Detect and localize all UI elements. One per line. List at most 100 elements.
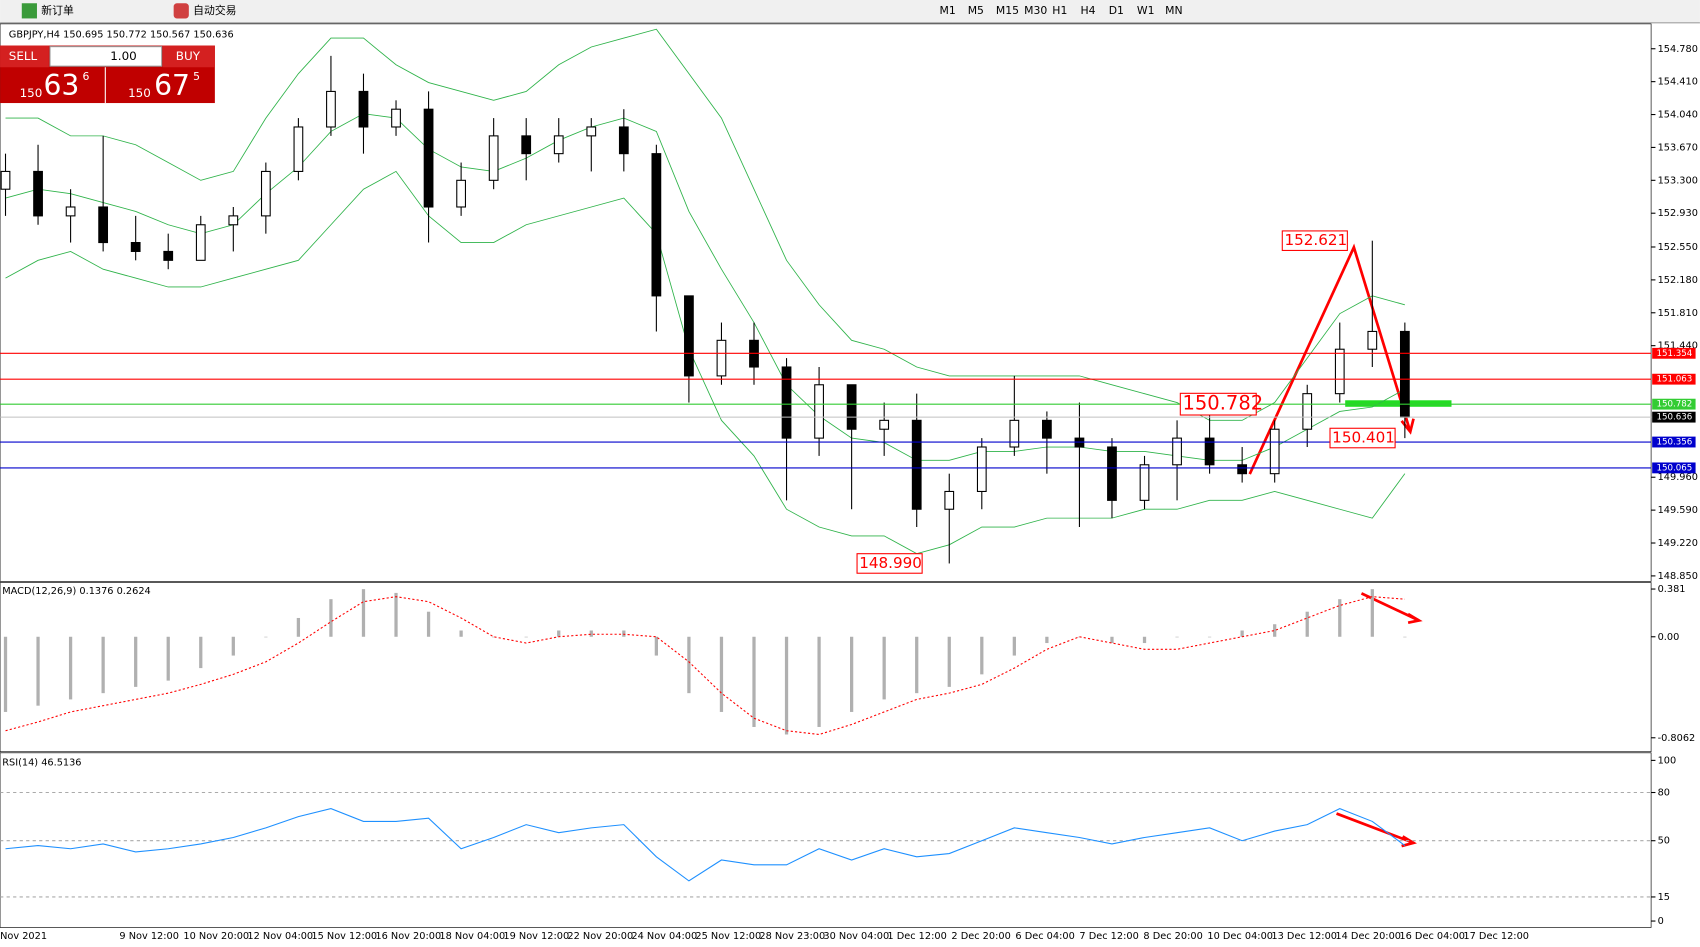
timeframe[interactable]: M30 xyxy=(1024,4,1047,17)
sell[interactable]: SELL xyxy=(9,49,38,63)
time-label: 9 Nov 12:00 xyxy=(119,931,179,942)
candle-body xyxy=(846,384,857,430)
timeframe[interactable]: M15 xyxy=(996,4,1019,17)
auto-trade[interactable]: 自动交易 xyxy=(193,3,236,17)
timeframe[interactable]: H1 xyxy=(1052,4,1067,17)
rsi-arrow-head xyxy=(1401,835,1417,848)
auto-trade-icon[interactable] xyxy=(173,3,189,19)
y-tick-label: 152.550 xyxy=(1658,242,1698,253)
rsi-line xyxy=(5,807,1406,882)
new-order[interactable]: 新订单 xyxy=(41,3,74,17)
candle-body xyxy=(195,224,206,261)
time-label: 7 Dec 12:00 xyxy=(1079,931,1138,942)
candle-body xyxy=(423,108,434,208)
sell-main: 63 xyxy=(43,69,79,102)
toolbar xyxy=(0,0,1700,23)
macd-bar xyxy=(264,636,268,638)
timeframe[interactable]: W1 xyxy=(1137,4,1155,17)
candle-body xyxy=(358,90,369,128)
price-annotation: 150.401 xyxy=(1332,429,1395,447)
chart-info: GBPJPY,H4 150.695 150.772 150.567 150.63… xyxy=(9,30,234,41)
candle-body xyxy=(618,126,629,155)
buy-button[interactable] xyxy=(162,45,215,68)
time-label: 28 Nov 23:00 xyxy=(759,931,825,942)
candle-body xyxy=(879,419,890,430)
level-price: 150.636 xyxy=(1657,413,1693,423)
candle-body xyxy=(65,206,76,217)
y-tick-label: 153.300 xyxy=(1658,175,1698,186)
macd-bar xyxy=(752,636,756,727)
time-label: 18 Nov 04:00 xyxy=(439,931,505,942)
time-label: 1 Dec 12:00 xyxy=(887,931,946,942)
candle-body xyxy=(521,135,532,155)
macd-bar xyxy=(719,636,724,712)
price-box xyxy=(856,553,923,574)
buy[interactable]: BUY xyxy=(176,49,201,63)
macd-bar xyxy=(231,636,235,656)
macd-bar xyxy=(459,630,463,637)
candle-body xyxy=(651,153,662,297)
macd-bar xyxy=(296,617,301,637)
candle-body xyxy=(553,135,564,155)
time-label: 12 Nov 04:00 xyxy=(247,931,313,942)
new-order-icon[interactable] xyxy=(21,3,37,19)
timeframes: M1 M5 M15 M30 H1 H4 D1 W1 MN xyxy=(939,4,1182,17)
time-label: 17 Dec 12:00 xyxy=(1463,931,1529,942)
price-annotation: 152.621 xyxy=(1284,231,1347,249)
y-tick-label: 149.960 xyxy=(1658,472,1698,483)
macd-bar xyxy=(622,630,626,637)
candle-body xyxy=(944,490,955,510)
macd-bar xyxy=(1045,636,1049,644)
buy-big: 150 xyxy=(128,86,151,100)
time-label: 15 Nov 12:00 xyxy=(311,931,377,942)
macd-bar xyxy=(1175,636,1179,638)
time-label: 24 Nov 04:00 xyxy=(631,931,697,942)
macd-bar xyxy=(1338,599,1342,637)
time-label: 25 Nov 12:00 xyxy=(695,931,761,942)
candle-body xyxy=(716,339,727,377)
level-tag xyxy=(1652,398,1696,410)
timeframe[interactable]: D1 xyxy=(1109,4,1124,17)
macd-bar xyxy=(557,630,561,637)
candle-body xyxy=(1237,464,1248,475)
macd-bar xyxy=(980,636,984,675)
macd-bar xyxy=(1305,611,1309,637)
level-price: 150.782 xyxy=(1657,400,1693,410)
timeframe[interactable]: H4 xyxy=(1081,4,1096,17)
main-panel xyxy=(0,23,1652,582)
time-label: 16 Dec 04:00 xyxy=(1399,931,1465,942)
macd-bar xyxy=(68,636,73,700)
bollinger-band xyxy=(5,28,1405,421)
candle-body xyxy=(1302,393,1313,430)
y-tick-label: 154.040 xyxy=(1658,110,1698,121)
level-tag xyxy=(1652,411,1696,423)
macd-signal xyxy=(5,596,1405,736)
timeframe[interactable]: MN xyxy=(1165,4,1182,17)
macd-bar xyxy=(882,636,886,700)
trade-panel: SELL BUY 1.00 150 63 6 150 67 5 xyxy=(0,45,215,104)
y-tick-label: 148.850 xyxy=(1658,571,1698,582)
buy-main: 67 xyxy=(154,69,190,102)
timeframe[interactable]: M5 xyxy=(968,4,984,17)
macd-bar xyxy=(101,636,105,694)
time-label: Nov 2021 xyxy=(0,931,47,942)
lots[interactable]: 1.00 xyxy=(110,49,137,63)
macd-bar xyxy=(947,636,951,687)
candle-body xyxy=(586,126,597,137)
macd-bar xyxy=(1207,636,1212,638)
candle-body xyxy=(98,206,109,244)
macd-bar xyxy=(1370,589,1374,637)
y-tick-label: 100 xyxy=(1658,755,1677,766)
y-tick-label: 0 xyxy=(1658,916,1664,927)
y-tick-label: 50 xyxy=(1658,836,1670,847)
lots-box[interactable] xyxy=(49,46,163,67)
candle-body xyxy=(1042,419,1052,439)
candle-body xyxy=(1367,330,1378,350)
candle-body xyxy=(1139,464,1150,501)
timeframe[interactable]: M1 xyxy=(939,4,955,17)
y-tick-label: 149.590 xyxy=(1658,505,1698,516)
sell-button[interactable] xyxy=(0,45,49,68)
bollinger-band xyxy=(5,170,1406,555)
candle-body xyxy=(163,250,174,261)
